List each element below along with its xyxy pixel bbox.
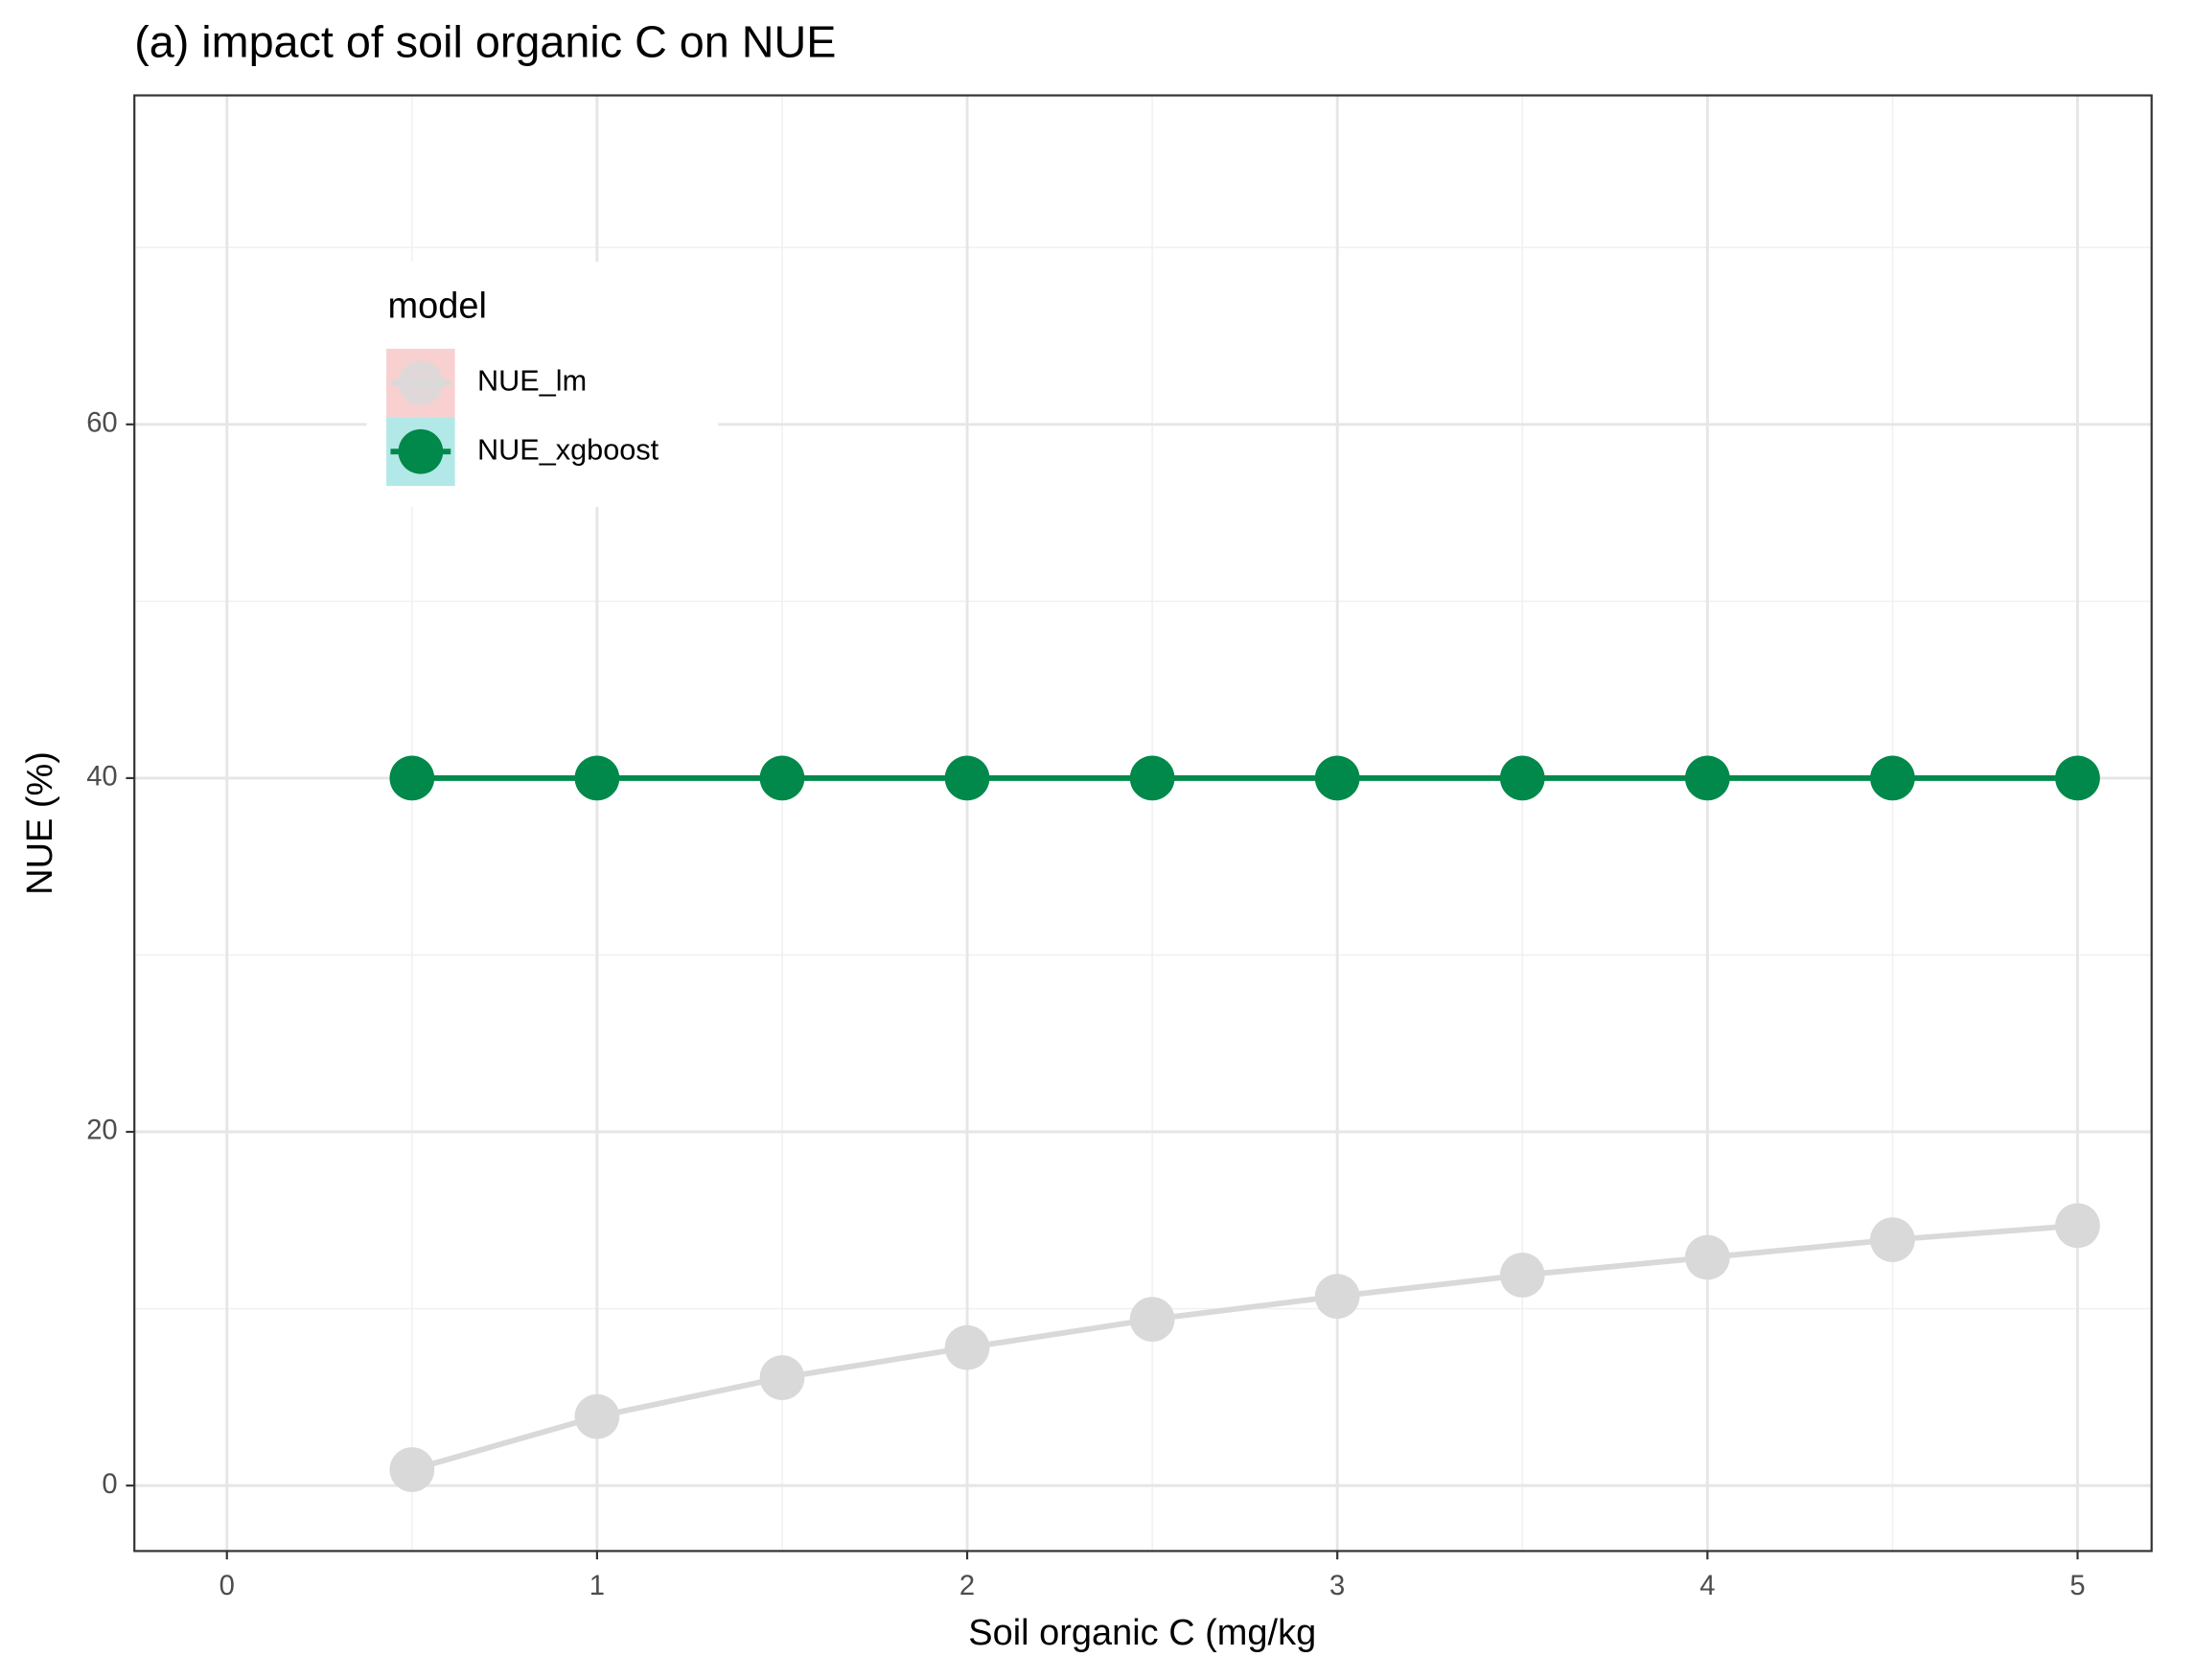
data-point xyxy=(1129,1297,1175,1343)
legend-label: NUE_lm xyxy=(477,365,587,398)
data-point xyxy=(944,1324,990,1370)
data-point xyxy=(1870,1217,1915,1262)
x-tick-label: 3 xyxy=(1329,1571,1345,1601)
series-line xyxy=(411,1222,2078,1473)
y-tick-label: 0 xyxy=(102,1469,117,1500)
legend: model NUE_lm NUE_xgboost xyxy=(366,262,719,507)
data-point xyxy=(389,755,435,801)
plot-border xyxy=(133,94,2153,1553)
y-tick-label: 40 xyxy=(86,762,117,793)
x-axis-title: Soil organic C (mg/kg xyxy=(968,1613,1316,1653)
data-point xyxy=(759,1355,805,1400)
legend-title: model xyxy=(388,287,487,327)
x-tick-label: 0 xyxy=(220,1571,235,1601)
data-point xyxy=(1684,1234,1730,1280)
data-point xyxy=(944,755,990,801)
y-tick-label: 20 xyxy=(86,1116,117,1146)
data-point xyxy=(2055,755,2100,801)
legend-key-point xyxy=(398,428,444,474)
data-point xyxy=(1684,755,1730,801)
y-axis-title: NUE (%) xyxy=(20,751,60,895)
data-point xyxy=(2055,1203,2100,1249)
y-tick-label: 60 xyxy=(86,408,117,439)
data-point xyxy=(389,1447,435,1492)
data-point xyxy=(1870,755,1915,801)
x-tick-label: 5 xyxy=(2069,1571,2085,1601)
data-point xyxy=(759,755,805,801)
legend-label: NUE_xgboost xyxy=(477,433,659,466)
x-tick-label: 4 xyxy=(1699,1571,1715,1601)
x-tick-label: 1 xyxy=(589,1571,605,1601)
data-point xyxy=(1129,755,1175,801)
data-point xyxy=(1314,1274,1360,1320)
data-point xyxy=(574,755,620,801)
chart-title: (a) impact of soil organic C on NUE xyxy=(134,16,836,66)
data-point xyxy=(574,1393,620,1439)
x-tick-label: 2 xyxy=(959,1571,975,1601)
data-point xyxy=(1499,1253,1545,1298)
data-point xyxy=(1499,755,1545,801)
legend-key-point xyxy=(398,360,444,406)
data-point xyxy=(1314,755,1360,801)
